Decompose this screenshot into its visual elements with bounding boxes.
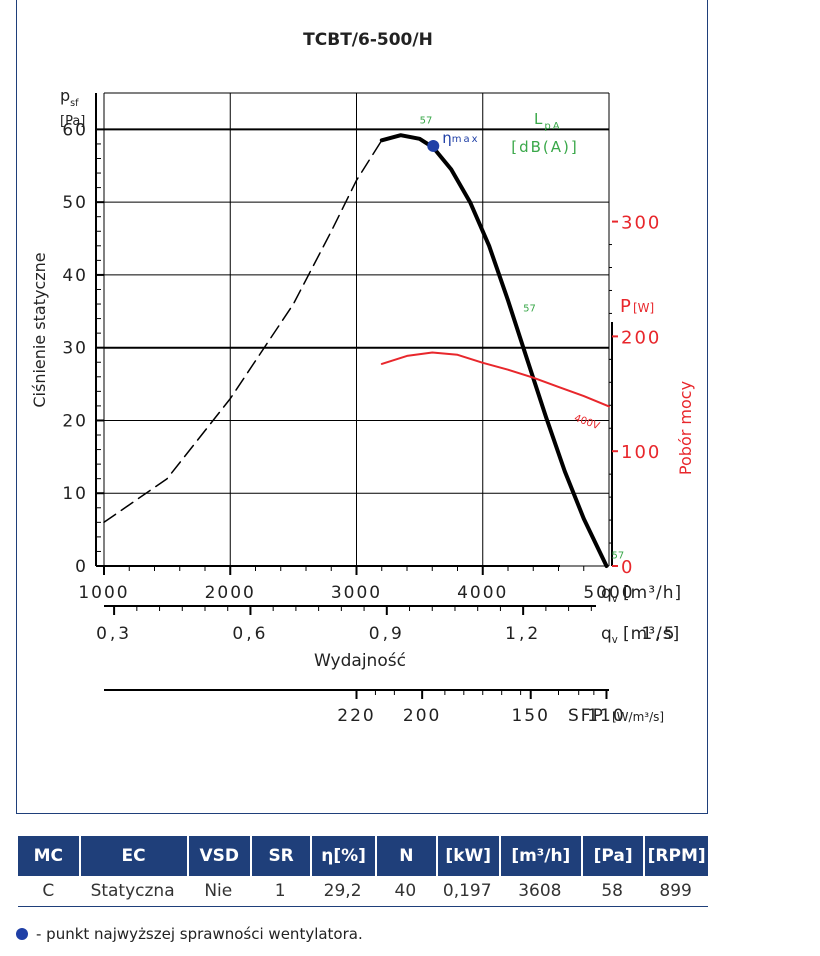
sfp-tick-label: 220 (337, 706, 375, 726)
table-row: C Statyczna Nie 1 29,2 40 0,197 3608 58 … (18, 876, 708, 907)
y-axis-title: Ciśnienie statyczne (30, 252, 49, 407)
cell-mc: C (18, 876, 79, 907)
header-kw: [kW] (435, 836, 499, 876)
x-unit-s: [m³/s] (623, 624, 680, 644)
y-tick-label: 20 (62, 411, 88, 431)
x-tick-label: 2000 (205, 583, 256, 603)
cell-pa: 58 (580, 876, 644, 907)
cell-ec: Statyczna (78, 876, 187, 907)
header-vsd: VSD (186, 836, 250, 876)
y-tick-label: 40 (62, 266, 88, 286)
curve-annotation: 57 (420, 116, 433, 127)
lpa-unit-background (508, 135, 578, 157)
header-n: N (374, 836, 436, 876)
power-unit-symbol: P (620, 296, 631, 317)
sfp-tick-label: 150 (511, 706, 549, 726)
header-efficiency: η[%] (310, 836, 375, 876)
eta-max-point (427, 139, 440, 152)
x-tick-label: 1000 (78, 583, 129, 603)
pressure-curve (379, 133, 609, 568)
x2-tick-label: 0,3 (96, 624, 132, 644)
curve-annotation: 400V (573, 413, 601, 432)
pressure-curve-unstable (103, 139, 383, 524)
y-tick-label: 60 (62, 120, 88, 140)
eta-max-label: ηmax (442, 129, 479, 147)
lpa-label: LpA (534, 110, 562, 132)
eta-max-marker-icon (16, 928, 28, 940)
chart-title: TCBT/6-500/H (303, 30, 433, 50)
power-tick-label: 200 (621, 327, 661, 348)
x2-tick-label: 1,2 (505, 624, 541, 644)
curve-annotation: 57 (612, 551, 625, 562)
header-sr: SR (249, 836, 311, 876)
x-axis-title: Wydajność (314, 651, 406, 671)
header-pa: [Pa] (580, 836, 644, 876)
lpa-unit: [dB(A)] (511, 138, 578, 156)
power-unit: [W] (633, 301, 654, 315)
header-rpm: [RPM] (643, 836, 708, 876)
x-tick-label: 4000 (457, 583, 508, 603)
y-tick-label: 10 (62, 484, 88, 504)
cell-kw: 0,197 (435, 876, 499, 907)
chart-frame (16, 0, 708, 814)
y-tick-label: 0 (75, 557, 88, 577)
legend-text: - punkt najwyższej sprawności wentylator… (36, 925, 363, 943)
y-tick-label: 30 (62, 339, 88, 359)
cell-rpm: 899 (643, 876, 708, 907)
x2-tick-label: 1,5 (641, 624, 677, 644)
cell-n: 40 (374, 876, 436, 907)
x-unit-symbol-h: qv (601, 583, 618, 605)
cell-flow: 3608 (498, 876, 581, 907)
power-tick-label: 100 (621, 442, 661, 463)
x-unit-symbol-s: qv (601, 624, 618, 646)
legend: - punkt najwyższej sprawności wentylator… (16, 925, 363, 943)
power-tick-label: 300 (621, 213, 661, 234)
y-tick-label: 50 (62, 193, 88, 213)
x2-tick-label: 0,9 (369, 624, 405, 644)
x-tick-label: 3000 (331, 583, 382, 603)
curve-annotation: 57 (523, 303, 536, 314)
x2-tick-label: 0,6 (232, 624, 268, 644)
y-unit: [Pa] (60, 114, 85, 129)
spec-table-header-row: MC EC VSD SR η[%] N [kW] [m³/h] [Pa] [RP… (18, 836, 708, 876)
sfp-label: SFP (568, 706, 605, 726)
sfp-unit: [W/m³/s] (612, 710, 664, 724)
header-flow: [m³/h] (498, 836, 581, 876)
power-axis-title: Pobór mocy (676, 381, 695, 475)
power-tick-label: 0 (621, 557, 634, 578)
cell-vsd: Nie (186, 876, 250, 907)
cell-efficiency: 29,2 (310, 876, 375, 907)
x-unit-h: [m³/h] (623, 583, 682, 603)
header-mc: MC (18, 836, 79, 876)
cell-sr: 1 (249, 876, 311, 907)
x-tick-label: 5000 (583, 583, 634, 603)
spec-table: MC EC VSD SR η[%] N [kW] [m³/h] [Pa] [RP… (18, 836, 708, 907)
sfp-tick-label: 200 (403, 706, 441, 726)
header-ec: EC (78, 836, 187, 876)
y-unit-symbol: psf (60, 86, 79, 109)
power-curve (380, 351, 610, 408)
sfp-tick-label: 110 (587, 706, 625, 726)
